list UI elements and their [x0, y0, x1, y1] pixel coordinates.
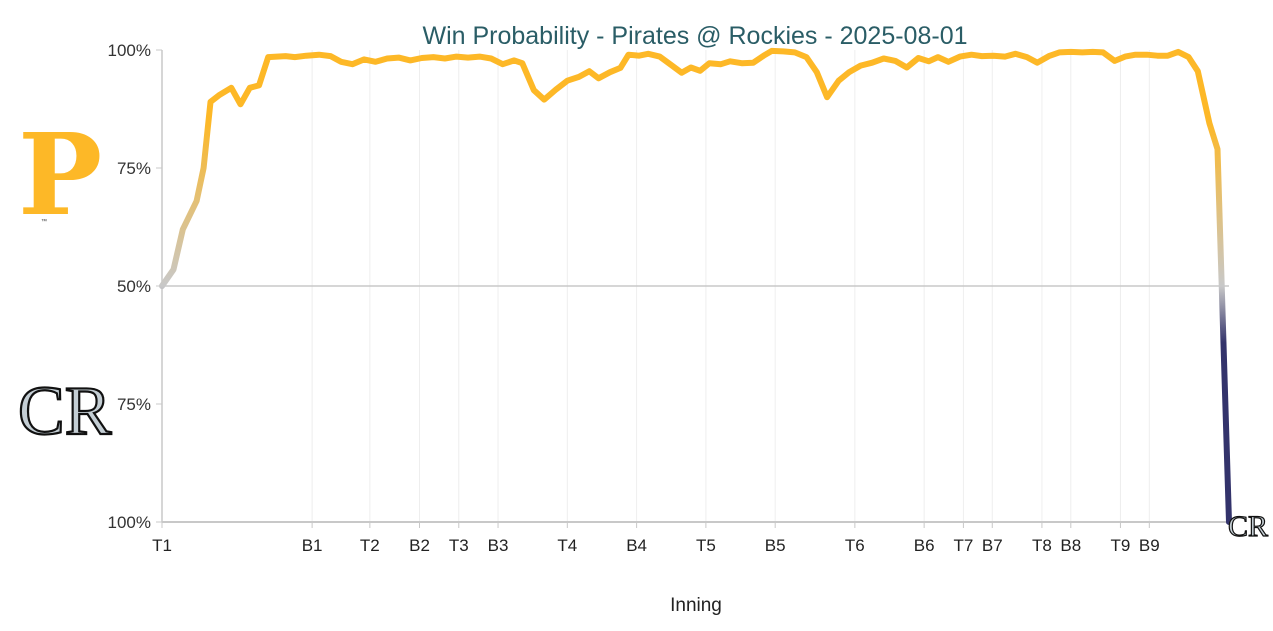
- y-tick-labels: 100% 75% 50% 75% 100%: [108, 41, 151, 532]
- x-tick-label: T5: [696, 536, 716, 555]
- y-tick-label: 100%: [108, 41, 151, 60]
- x-axis-label: Inning: [670, 595, 722, 616]
- x-tick-label: T1: [152, 536, 172, 555]
- y-tick-label: 50%: [117, 277, 151, 296]
- x-tick-label: T6: [845, 536, 865, 555]
- x-tick-label: T3: [449, 536, 469, 555]
- win-probability-line: [159, 47, 1232, 525]
- y-tick-label: 100%: [108, 513, 151, 532]
- rockies-logo-letters: CR: [18, 373, 112, 450]
- x-tick-label: T2: [360, 536, 380, 555]
- chart-title: Win Probability - Pirates @ Rockies - 20…: [422, 22, 967, 50]
- x-tick-label: B1: [302, 536, 323, 555]
- x-tick-label: B2: [409, 536, 430, 555]
- x-tick-label: B4: [626, 536, 647, 555]
- pirates-logo-trademark: ™: [41, 218, 47, 225]
- x-tick-label: B3: [488, 536, 509, 555]
- rockies-logo: CR ™: [17, 372, 113, 451]
- x-tick-label: B6: [914, 536, 935, 555]
- final-winner-logo: CR: [1227, 509, 1268, 543]
- x-tick-label: B9: [1139, 536, 1160, 555]
- y-tick-label: 75%: [117, 159, 151, 178]
- x-tick-label: B8: [1060, 536, 1081, 555]
- x-tick-labels: T1 B1 T2 B2 T3 B3 T4 B4 T5 B5 T6 B6 T7 B7 T8 B8 T9 B9: [152, 536, 1160, 555]
- final-winner-logo-letters: CR: [1228, 510, 1268, 543]
- x-tick-label: B7: [982, 536, 1003, 555]
- pirates-logo-letter: P: [18, 110, 102, 241]
- rockies-logo-trademark: ™: [78, 431, 84, 438]
- x-tick-label: T8: [1032, 536, 1052, 555]
- pirates-logo: P ™: [18, 110, 102, 241]
- x-tick-label: T9: [1111, 536, 1131, 555]
- x-tick-label: T7: [953, 536, 973, 555]
- x-tick-label: B5: [765, 536, 786, 555]
- x-tick-label: T4: [557, 536, 577, 555]
- y-tick-label: 75%: [117, 395, 151, 414]
- axes: [156, 49, 1229, 528]
